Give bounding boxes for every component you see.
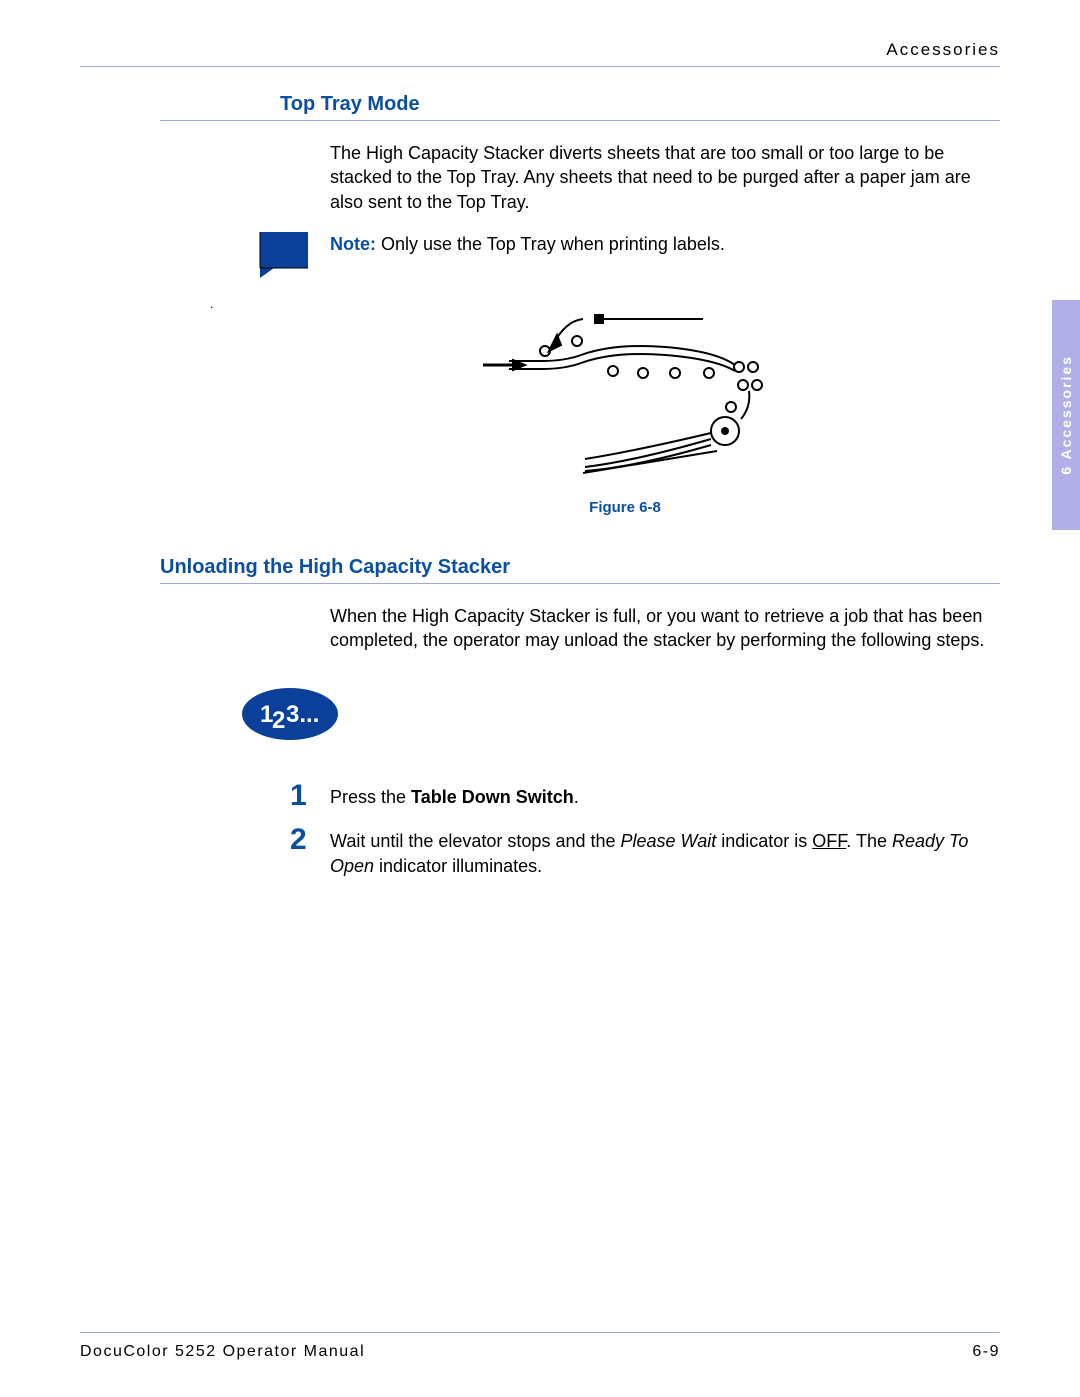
step-number: 2	[290, 825, 330, 855]
step-row: 2Wait until the elevator stops and the P…	[290, 825, 1000, 878]
top-tray-paragraph: The High Capacity Stacker diverts sheets…	[330, 141, 990, 214]
unloading-paragraph: When the High Capacity Stacker is full, …	[330, 604, 990, 653]
figure-caption-6-8: Figure 6-8	[460, 499, 790, 516]
step-text: Wait until the elevator stops and the Pl…	[330, 825, 1000, 878]
chapter-side-tab: 6 Accessories	[1052, 300, 1080, 530]
stray-dot: .	[210, 297, 1000, 311]
note-label: Note:	[330, 234, 376, 254]
heading-rule-2	[160, 583, 1000, 584]
svg-text:2: 2	[272, 707, 285, 734]
heading-rule-1	[160, 120, 1000, 121]
footer-manual-title: DocuColor 5252 Operator Manual	[80, 1343, 365, 1361]
heading-unloading: Unloading the High Capacity Stacker	[160, 556, 1000, 579]
note-icon	[250, 232, 308, 283]
footer-page-number: 6-9	[972, 1343, 1000, 1361]
heading-top-tray-mode: Top Tray Mode	[280, 93, 1000, 116]
note-text: Note: Only use the Top Tray when printin…	[330, 232, 725, 256]
steps-123-icon: 1 2 3...	[240, 686, 1000, 747]
step-number: 1	[290, 781, 330, 811]
step-text: Press the Table Down Switch.	[330, 781, 579, 809]
header-chapter: Accessories	[80, 40, 1000, 67]
step-row: 1Press the Table Down Switch.	[290, 781, 1000, 811]
svg-text:3...: 3...	[286, 701, 319, 728]
figure-6-8-diagram	[460, 311, 790, 481]
